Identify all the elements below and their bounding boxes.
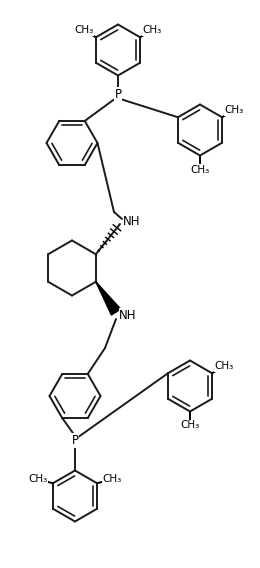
Text: CH₃: CH₃ [29,474,48,485]
Text: P: P [72,434,79,447]
Text: CH₃: CH₃ [190,165,210,174]
Text: NH: NH [123,215,141,228]
Text: NH: NH [119,308,137,321]
Text: P: P [114,88,121,101]
Polygon shape [96,282,121,315]
Text: CH₃: CH₃ [214,361,234,371]
Text: CH₃: CH₃ [180,420,200,431]
Text: CH₃: CH₃ [102,474,121,485]
Text: CH₃: CH₃ [142,25,162,35]
Text: CH₃: CH₃ [74,25,93,35]
Text: CH₃: CH₃ [225,105,244,115]
